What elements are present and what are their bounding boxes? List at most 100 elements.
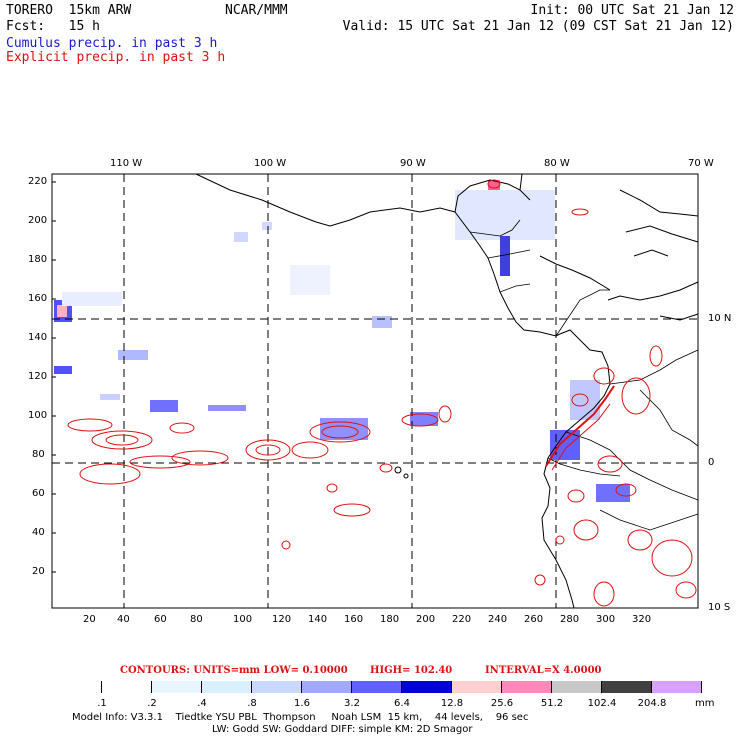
model-info-line: Model Info: V3.3.1 Tiedtke YSU PBL Thomp… xyxy=(72,712,529,723)
cumulus-patch xyxy=(550,430,580,460)
y-tick-label: 100 xyxy=(28,410,48,421)
contour xyxy=(615,483,637,497)
galapagos-island xyxy=(403,473,409,479)
contour xyxy=(627,529,653,551)
contour-units-info: CONTOURS: UNITS=mm LOW= 0.10000 xyxy=(120,665,348,676)
contour xyxy=(105,434,139,446)
cuba-coast xyxy=(619,189,699,217)
contour xyxy=(401,413,439,427)
legend-swatch xyxy=(502,681,552,693)
contour xyxy=(571,208,589,216)
organization-label: NCAR/MMM xyxy=(225,3,288,18)
x-tick-label: 160 xyxy=(344,614,364,625)
x-tick-label: 240 xyxy=(488,614,508,625)
caribbean-islands xyxy=(539,255,611,291)
legend-swatch xyxy=(452,681,502,693)
x-tick-label: 220 xyxy=(452,614,472,625)
legend-label: 25.6 xyxy=(490,698,514,709)
valid-time: Valid: 15 UTC Sat 21 Jan 12 (09 CST Sat … xyxy=(342,19,734,34)
legend-swatch xyxy=(202,681,252,693)
legend-label: 1.6 xyxy=(294,698,310,709)
contour xyxy=(281,540,291,550)
legend-swatch xyxy=(652,681,702,693)
contour xyxy=(67,418,113,432)
legend-swatch xyxy=(552,681,602,693)
legend-swatch xyxy=(602,681,652,693)
forecast-hour: Fcst: 15 h xyxy=(6,19,100,34)
contour xyxy=(651,539,693,577)
border xyxy=(555,289,610,337)
contour xyxy=(245,439,291,461)
legend-label: 102.4 xyxy=(587,698,617,709)
legend-label: 12.8 xyxy=(440,698,464,709)
lat-lon-grid xyxy=(52,174,698,608)
x-tick-label: 300 xyxy=(596,614,616,625)
cumulus-field-label: Cumulus precip. in past 3 h xyxy=(6,36,218,51)
border xyxy=(639,389,699,447)
y-tick-label: 180 xyxy=(28,254,48,265)
legend-label: 6.4 xyxy=(394,698,410,709)
y-tick-label: 200 xyxy=(28,215,48,226)
border xyxy=(565,431,699,501)
contour xyxy=(567,489,585,503)
lon-label: 100 W xyxy=(254,158,287,169)
cumulus-patch xyxy=(118,350,148,360)
contour xyxy=(309,421,371,443)
x-tick-label: 20 xyxy=(83,614,96,625)
x-tick-label: 180 xyxy=(380,614,400,625)
legend-swatch xyxy=(152,681,202,693)
border xyxy=(609,349,699,385)
contour xyxy=(571,393,589,407)
x-tick-label: 60 xyxy=(154,614,167,625)
init-time: Init: 00 UTC Sat 21 Jan 12 xyxy=(530,3,735,18)
contour xyxy=(379,463,393,473)
lon-label: 110 W xyxy=(110,158,143,169)
lon-label: 70 W xyxy=(688,158,714,169)
contour xyxy=(171,450,229,466)
cumulus-patch xyxy=(57,305,67,317)
jamaica-coast xyxy=(633,249,669,257)
map-frame xyxy=(51,173,699,609)
cumulus-patch xyxy=(262,222,272,230)
y-tick-label: 60 xyxy=(32,488,45,499)
explicit-field-label: Explicit precip. in past 3 h xyxy=(6,50,226,65)
border xyxy=(499,283,531,293)
border xyxy=(599,509,699,531)
x-tick-label: 40 xyxy=(117,614,130,625)
cumulus-patch xyxy=(290,265,330,295)
contour xyxy=(321,425,359,439)
contour xyxy=(91,430,153,450)
contour xyxy=(649,345,663,367)
hispaniola-coast xyxy=(625,225,699,243)
legend-frame xyxy=(52,681,702,693)
y-tick-label: 80 xyxy=(32,449,45,460)
contour xyxy=(675,581,697,599)
x-tick-label: 120 xyxy=(272,614,292,625)
gulf-coast xyxy=(519,173,523,191)
axis-ticks xyxy=(52,181,56,573)
contour xyxy=(621,377,651,415)
legend-swatch xyxy=(352,681,402,693)
x-tick-label: 100 xyxy=(233,614,253,625)
cumulus-patch xyxy=(234,232,248,242)
cumulus-patch xyxy=(488,180,500,190)
y-tick-label: 160 xyxy=(28,293,48,304)
legend-label: .8 xyxy=(247,698,257,709)
contour xyxy=(597,455,623,473)
contour xyxy=(333,503,371,517)
contour-interval-info: INTERVAL=X 4.0000 xyxy=(485,665,602,676)
y-tick-label: 20 xyxy=(32,566,45,577)
galapagos-island xyxy=(394,466,402,474)
cumulus-patch xyxy=(208,405,246,411)
explicit-precip-contours xyxy=(67,179,697,607)
contour xyxy=(534,574,546,586)
cumulus-patch xyxy=(150,400,178,412)
lat-label: 10 N xyxy=(708,313,732,324)
legend-label: 3.2 xyxy=(344,698,360,709)
x-tick-label: 140 xyxy=(308,614,328,625)
cumulus-patch xyxy=(596,484,630,502)
border xyxy=(487,249,531,259)
cumulus-patch xyxy=(54,366,72,374)
contour xyxy=(169,422,195,434)
contour xyxy=(555,535,565,545)
